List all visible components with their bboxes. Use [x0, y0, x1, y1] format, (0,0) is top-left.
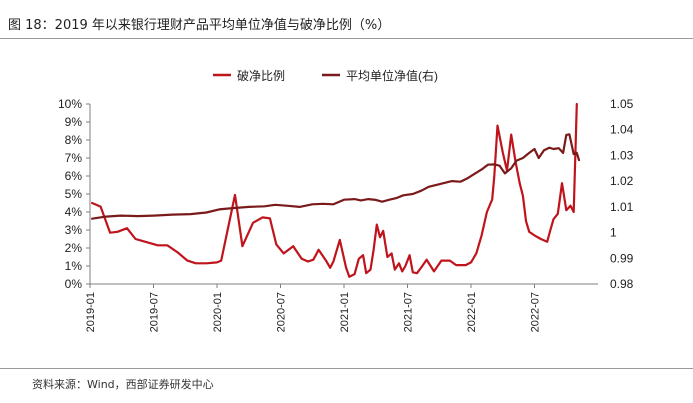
x-tick-label: 2021-01 [339, 292, 351, 332]
x-tick-label: 2020-07 [276, 292, 288, 332]
series-line-avg-nav [91, 133, 581, 220]
y-left-tick-label: 3% [65, 223, 83, 237]
legend: 破净比例 平均单位净值(右) [213, 68, 438, 83]
x-tick-label: 2020-01 [212, 292, 224, 332]
y-left-tick-label: 8% [65, 133, 83, 147]
y-right-tick-label: 1.02 [610, 174, 634, 188]
x-tick-label: 2019-07 [149, 292, 161, 332]
source-note: 资料来源：Wind，西部证券研发中心 [32, 378, 214, 391]
y-left-tick-label: 9% [65, 115, 83, 129]
y-right-tick-label: 1.01 [610, 200, 634, 214]
y-left-tick-label: 1% [65, 259, 83, 273]
y-right-tick-label: 1.03 [610, 148, 634, 162]
y-right-tick-label: 1.05 [610, 97, 634, 111]
x-tick-label: 2022-07 [530, 292, 542, 332]
series-line-poj-ratio [91, 102, 578, 278]
y-left-tick-label: 5% [65, 187, 83, 201]
x-tick-label: 2021-07 [403, 292, 415, 332]
y-right-tick-label: 0.98 [610, 277, 634, 291]
legend-label: 平均单位净值(右) [346, 68, 438, 83]
y-right-tick-label: 1.04 [610, 123, 634, 137]
chart-axes: 0% 1% 2% 3% 4% 5% 6% 7% 8% 9% 10% 0.98 0.99 1 1.01 1.02… [58, 97, 634, 332]
series-layer [91, 102, 581, 278]
x-tick-label: 2019-01 [85, 292, 97, 332]
y-left-tick-label: 0% [65, 277, 83, 291]
title-divider [0, 38, 693, 39]
y-right-tick-label: 0.99 [610, 251, 634, 265]
footer-divider [0, 368, 693, 369]
y-left-tick-label: 10% [58, 97, 82, 111]
y-left-tick-label: 2% [65, 241, 83, 255]
y-right-tick-label: 1 [610, 226, 617, 240]
y-left-tick-label: 4% [65, 205, 83, 219]
y-left-tick-label: 6% [65, 169, 83, 183]
y-left-tick-label: 7% [65, 151, 83, 165]
figure-title: 图 18：2019 年以来银行理财产品平均单位净值与破净比例（%） [8, 18, 391, 33]
legend-label: 破净比例 [237, 68, 285, 83]
x-tick-label: 2022-01 [466, 292, 478, 332]
